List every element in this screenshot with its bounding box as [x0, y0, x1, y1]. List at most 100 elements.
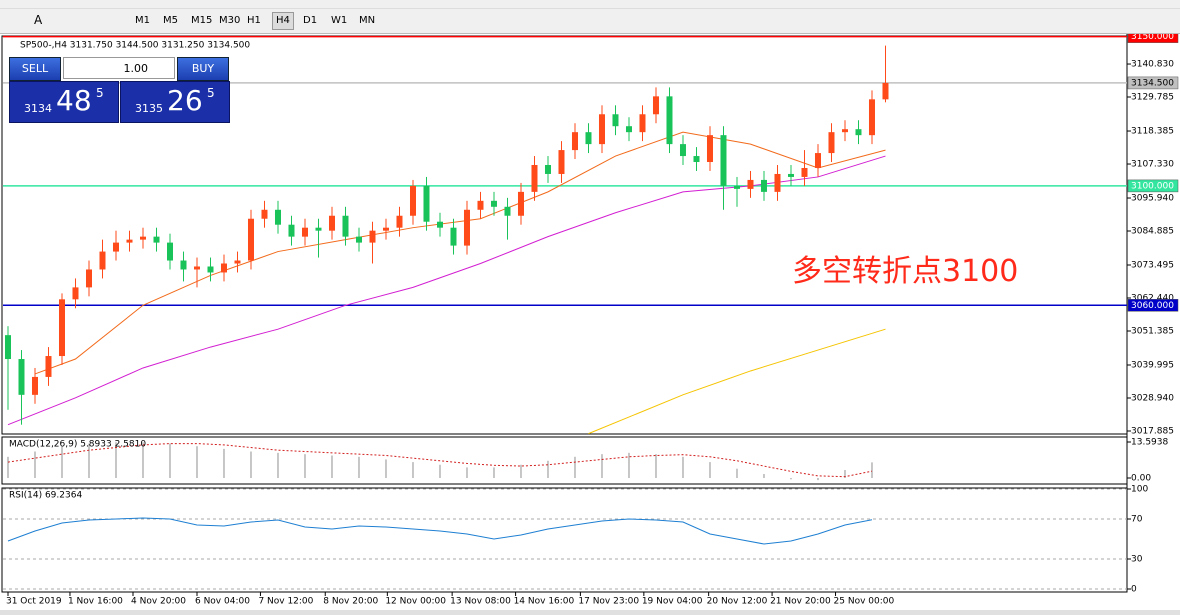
- candle-body: [558, 150, 565, 174]
- chart-title: SP500-,H4 3131.750 3144.500 3131.250 313…: [20, 41, 250, 51]
- candle-body: [247, 218, 254, 261]
- timeframe-button[interactable]: M30: [219, 15, 241, 26]
- candle-body: [288, 224, 295, 237]
- timeframe-button[interactable]: D1: [303, 15, 318, 26]
- x-tick-label: 17 Nov 23:00: [578, 597, 639, 607]
- y-tick-label: 70: [1131, 515, 1143, 525]
- chart-background: [0, 34, 1180, 610]
- ask-small: 5: [207, 86, 215, 100]
- candle-body: [112, 242, 119, 252]
- candle-body: [4, 335, 11, 360]
- y-tick-label: 3140.830: [1131, 60, 1174, 70]
- timeframe-button[interactable]: H4: [272, 12, 294, 30]
- candle-body: [31, 376, 38, 395]
- annotation: 多空转折点3100: [792, 254, 1019, 289]
- candle-body: [544, 165, 551, 174]
- candle-body: [652, 96, 659, 115]
- candle-body: [315, 227, 322, 231]
- candle-body: [841, 129, 848, 133]
- price-label: 3150.000: [1131, 34, 1174, 42]
- candle-body: [666, 96, 673, 145]
- candle-body: [436, 221, 443, 228]
- candle-body: [747, 179, 754, 189]
- indicator-title: MACD(12,26,9) 5.8933 2.5810: [9, 440, 146, 450]
- candle-body: [598, 114, 605, 145]
- timeframe-button[interactable]: M5: [163, 15, 178, 26]
- candle-body: [774, 173, 781, 192]
- y-tick-label: 0.00: [1131, 473, 1151, 483]
- y-tick-label: 3017.885: [1131, 427, 1174, 437]
- x-tick-label: 31 Oct 2019: [6, 597, 62, 607]
- candle-body: [531, 165, 538, 192]
- candle-body: [85, 269, 92, 288]
- candle-body: [828, 132, 835, 154]
- indicator-title: RSI(14) 69.2364: [9, 491, 82, 501]
- candle-body: [720, 135, 727, 186]
- candle-body: [733, 185, 740, 189]
- candle-body: [72, 287, 79, 300]
- candle-body: [801, 167, 808, 177]
- y-tick-label: 3028.940: [1131, 394, 1174, 404]
- candle-body: [139, 236, 146, 240]
- candle-body: [207, 266, 214, 273]
- candle-body: [180, 260, 187, 270]
- x-tick-label: 13 Nov 08:00: [450, 597, 511, 607]
- x-tick-label: 19 Nov 04:00: [642, 597, 703, 607]
- ask-quote[interactable]: 3135 26 5: [120, 81, 230, 123]
- timeframe-button[interactable]: H1: [247, 15, 261, 26]
- price-label: 3060.000: [1131, 301, 1174, 311]
- timeframe-button[interactable]: MN: [359, 15, 376, 26]
- y-tick-label: 100: [1131, 485, 1148, 495]
- candle-body: [126, 239, 133, 243]
- price-label: 3100.000: [1131, 181, 1174, 191]
- macd-signal: [7, 443, 873, 478]
- lots-input[interactable]: 1.00: [63, 57, 175, 79]
- price-label-box: [1127, 76, 1179, 90]
- bid-big: 3134: [24, 102, 52, 115]
- font-button[interactable]: A: [34, 13, 43, 27]
- y-tick-label: 3062.440: [1131, 294, 1174, 304]
- y-tick-label: 3073.495: [1131, 261, 1174, 271]
- candle-body: [612, 114, 619, 127]
- candle-body: [760, 179, 767, 192]
- timeframe-button[interactable]: M1: [135, 15, 150, 26]
- bid-small: 5: [96, 86, 104, 100]
- y-tick-label: 3051.385: [1131, 327, 1174, 337]
- x-tick-label: 8 Nov 20:00: [323, 597, 378, 607]
- candle-body: [463, 209, 470, 246]
- ask-big: 3135: [135, 102, 163, 115]
- candle-body: [490, 200, 497, 207]
- candle-body: [382, 227, 389, 231]
- candle-body: [504, 206, 511, 216]
- price-label-box: [1127, 34, 1179, 43]
- x-tick-label: 21 Nov 20:00: [770, 597, 831, 607]
- y-tick-label: 13.5938: [1131, 437, 1168, 447]
- toolbar: A M1 M5 M15 M30 H1 H4 D1 W1 MN: [0, 9, 1180, 34]
- x-tick-label: 14 Nov 16:00: [514, 597, 575, 607]
- buy-button[interactable]: BUY: [177, 57, 229, 81]
- candle-body: [450, 227, 457, 246]
- y-tick-label: 30: [1131, 555, 1143, 565]
- candle-body: [261, 209, 268, 219]
- timeframe-button[interactable]: M15: [191, 15, 213, 26]
- candle-body: [679, 144, 686, 157]
- candle-body: [787, 173, 794, 177]
- x-tick-label: 7 Nov 12:00: [258, 597, 313, 607]
- candle-body: [342, 215, 349, 237]
- chart-tabs: [0, 610, 1180, 615]
- bid-mid: 48: [56, 84, 92, 117]
- candle-body: [477, 200, 484, 210]
- moving-average: [34, 131, 886, 375]
- candle-body: [328, 215, 335, 231]
- candle-body: [369, 230, 376, 243]
- timeframe-button[interactable]: W1: [331, 15, 348, 26]
- candle-body: [625, 126, 632, 133]
- candle-body: [153, 236, 160, 243]
- candle-body: [166, 242, 173, 261]
- candle-body: [814, 153, 821, 168]
- candle-body: [517, 191, 524, 216]
- sell-button[interactable]: SELL: [9, 57, 61, 81]
- candle-body: [58, 299, 65, 357]
- bid-quote[interactable]: 3134 48 5: [9, 81, 119, 123]
